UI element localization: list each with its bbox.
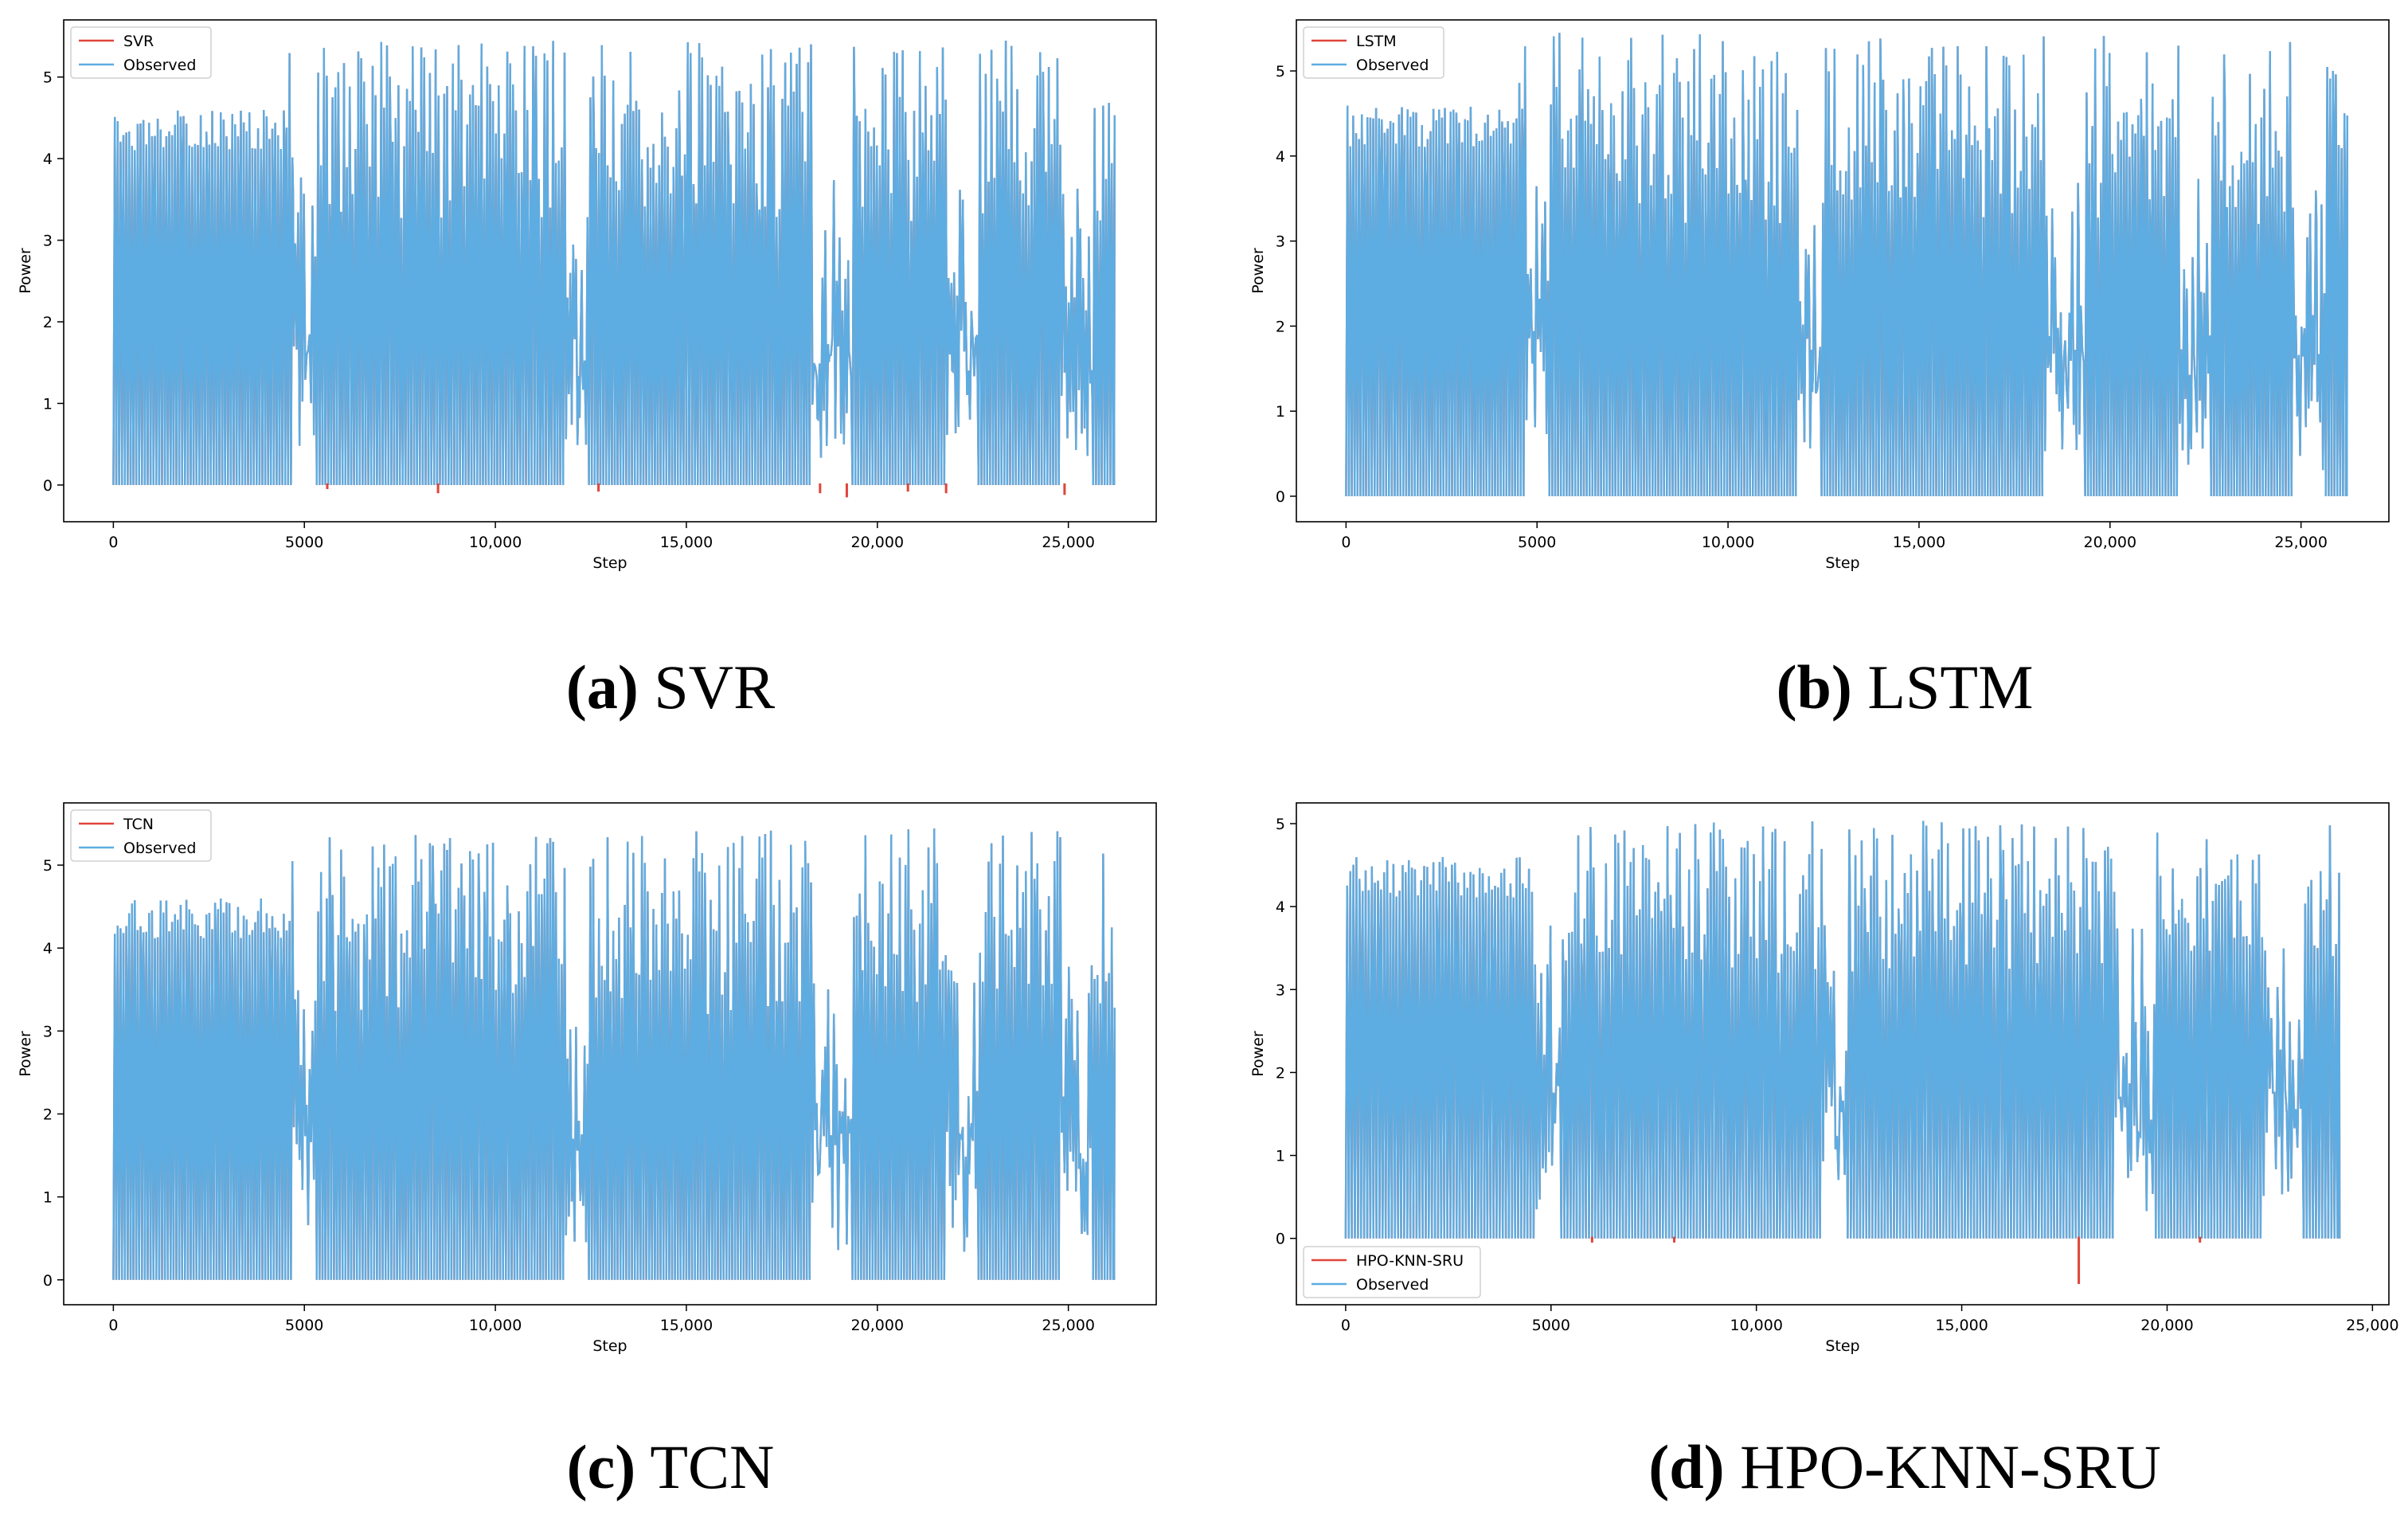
y-axis-label: Power (17, 248, 34, 294)
x-tick-label: 5000 (285, 534, 323, 551)
caption-a: (a) SVR (566, 652, 775, 723)
caption-d-letter: (d) (1648, 1432, 1725, 1501)
caption-c-text: TCN (650, 1432, 775, 1501)
y-tick-label: 2 (1276, 318, 1285, 335)
x-tick-label: 0 (1341, 534, 1351, 551)
x-tick-label: 25,000 (1042, 1317, 1094, 1334)
plot-frame (63, 19, 1157, 523)
y-tick-label: 1 (43, 1189, 53, 1207)
y-axis-label: Power (17, 1031, 34, 1077)
legend: TCN Observed (70, 809, 212, 862)
caption-b-letter: (b) (1776, 652, 1852, 722)
y-tick-label: 4 (43, 940, 53, 957)
caption-c-letter: (c) (566, 1432, 636, 1501)
x-tick-label: 5000 (1518, 534, 1556, 551)
y-tick-label: 4 (43, 151, 53, 168)
y-tick-label: 0 (1276, 1231, 1285, 1248)
series-observed-line (112, 40, 1116, 485)
caption-a-letter: (a) (565, 652, 639, 722)
plot-frame (1296, 802, 2390, 1306)
x-axis-label: Step (592, 554, 627, 572)
y-tick-label: 0 (43, 477, 53, 495)
x-tick-label: 0 (108, 534, 118, 551)
series-observed-line (1344, 820, 2341, 1239)
caption-d-text: HPO-KNN-SRU (1740, 1432, 2161, 1501)
caption-d: (d) HPO-KNN-SRU (1648, 1431, 2161, 1503)
legend: LSTM Observed (1303, 26, 1444, 79)
x-tick-label: 15,000 (1935, 1317, 1988, 1334)
caption-a-text: SVR (654, 652, 776, 722)
legend-label-predicted: TCN (123, 816, 154, 833)
x-tick-label: 0 (1341, 1317, 1351, 1334)
y-tick-label: 4 (1276, 148, 1285, 166)
y-tick-label: 3 (43, 1023, 53, 1040)
legend-label-observed: Observed (123, 840, 196, 857)
y-tick-label: 5 (43, 857, 53, 875)
legend-box (1303, 1246, 1481, 1298)
x-tick-label: 5000 (1532, 1317, 1570, 1334)
y-tick-label: 1 (43, 395, 53, 413)
legend-label-predicted: LSTM (1356, 33, 1397, 50)
y-tick-label: 3 (1276, 233, 1285, 251)
chart-panel-c: 0 5000 10,000 15,000 20,000 25,000 0 1 2 3 4 5 Step P… (17, 802, 1157, 1355)
y-axis-label: Power (1249, 248, 1267, 294)
legend: SVR Observed (70, 26, 212, 79)
y-tick-label: 1 (1276, 403, 1285, 421)
legend-label-observed: Observed (123, 57, 196, 74)
x-axis-label: Step (1825, 554, 1859, 572)
x-tick-label: 25,000 (1042, 534, 1094, 551)
x-tick-label: 10,000 (469, 534, 522, 551)
y-tick-label: 1 (1276, 1148, 1285, 1165)
y-tick-label: 3 (43, 233, 53, 250)
y-tick-label: 0 (1276, 488, 1285, 506)
legend-label-predicted: SVR (123, 33, 154, 50)
series-observed-line (1345, 33, 2348, 497)
x-tick-label: 0 (108, 1317, 118, 1334)
y-tick-label: 0 (43, 1272, 53, 1290)
legend-label-observed: Observed (1356, 1276, 1429, 1294)
plot-frame (1296, 19, 2390, 523)
x-tick-label: 15,000 (660, 534, 713, 551)
x-axis-label: Step (592, 1337, 627, 1355)
y-tick-label: 2 (43, 314, 53, 331)
y-tick-label: 4 (1276, 898, 1285, 916)
y-tick-label: 5 (43, 69, 53, 87)
x-tick-label: 20,000 (2084, 534, 2136, 551)
x-tick-label: 25,000 (2346, 1317, 2398, 1334)
x-tick-label: 10,000 (1702, 534, 1754, 551)
y-tick-label: 2 (1276, 1064, 1285, 1082)
legend: HPO-KNN-SRU Observed (1303, 1246, 1481, 1298)
x-tick-label: 20,000 (851, 534, 904, 551)
chart-panel-b: 0 5000 10,000 15,000 20,000 25,000 0 1 2 3 4 5 Step P… (1249, 19, 2390, 572)
x-tick-label: 10,000 (1730, 1317, 1782, 1334)
chart-panel-a: 0 5000 10,000 15,000 20,000 25,000 0 1 2 3 4 5 Step P… (17, 19, 1157, 572)
y-tick-label: 5 (1276, 816, 1285, 833)
x-tick-label: 20,000 (851, 1317, 904, 1334)
legend-label-observed: Observed (1356, 57, 1429, 74)
y-tick-label: 5 (1276, 63, 1285, 80)
x-tick-label: 20,000 (2140, 1317, 2193, 1334)
y-tick-label: 2 (43, 1106, 53, 1123)
caption-b-text: LSTM (1867, 652, 2034, 722)
y-tick-label: 3 (1276, 981, 1285, 999)
series-observed-line (112, 828, 1116, 1280)
legend-label-predicted: HPO-KNN-SRU (1356, 1252, 1464, 1270)
x-tick-label: 5000 (285, 1317, 323, 1334)
x-tick-label: 15,000 (660, 1317, 713, 1334)
caption-c: (c) TCN (567, 1431, 775, 1503)
x-axis-label: Step (1825, 1337, 1859, 1355)
y-axis-label: Power (1249, 1031, 1267, 1077)
x-tick-label: 10,000 (469, 1317, 522, 1334)
caption-b: (b) LSTM (1777, 652, 2034, 723)
plot-frame (63, 802, 1157, 1306)
chart-panel-d: 0 5000 10,000 15,000 20,000 25,000 0 1 2 3 4 5 Step P… (1249, 802, 2399, 1355)
x-tick-label: 15,000 (1893, 534, 1945, 551)
x-tick-label: 25,000 (2274, 534, 2327, 551)
